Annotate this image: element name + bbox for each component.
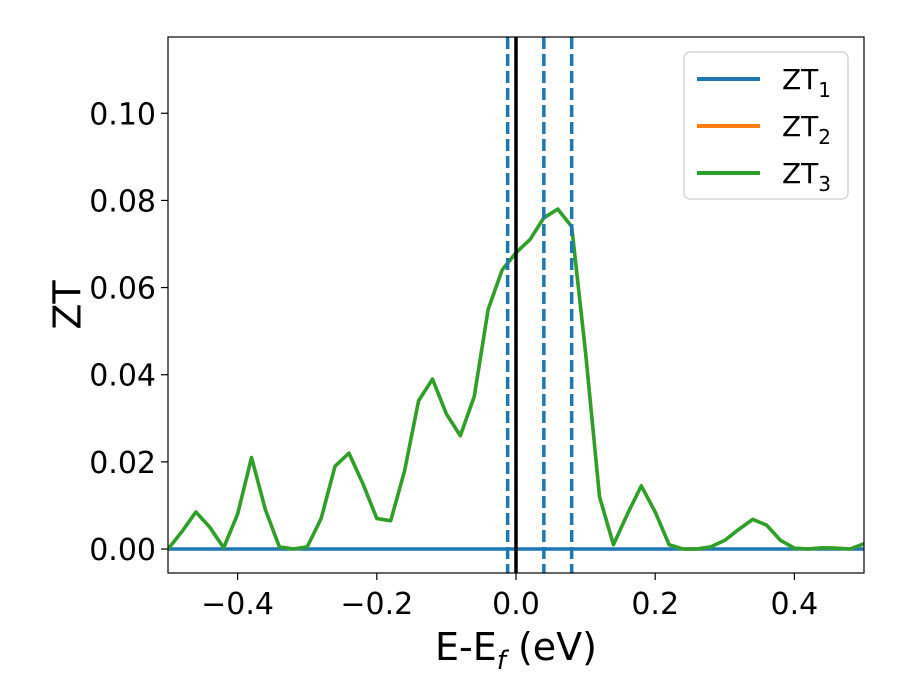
y-axis-title: ZT — [45, 280, 89, 330]
x-axis: −0.4 −0.2 0.0 0.2 0.4 — [201, 573, 818, 622]
y-axis: 0.00 0.02 0.04 0.06 0.08 0.10 — [89, 97, 168, 568]
x-tick-label: −0.4 — [201, 587, 274, 622]
legend-label: ZT1 — [782, 63, 831, 102]
y-tick-label: 0.06 — [89, 272, 156, 307]
x-axis-title-main: E-E — [435, 625, 497, 669]
y-tick-label: 0.02 — [89, 446, 156, 481]
legend-label: ZT3 — [782, 157, 831, 196]
y-tick-label: 0.04 — [89, 359, 156, 394]
legend-box — [683, 51, 849, 200]
x-axis-title-unit: (eV) — [506, 625, 597, 669]
x-tick-label: 0.4 — [771, 587, 819, 622]
plot-area — [168, 37, 864, 573]
x-tick-label: 0.2 — [631, 587, 679, 622]
y-tick-label: 0.10 — [89, 97, 156, 132]
y-tick-label: 0.00 — [89, 533, 156, 568]
x-tick-label: 0.0 — [492, 587, 540, 622]
legend: ZT1 ZT2 ZT3 — [683, 51, 849, 200]
x-axis-title: E-Ef (eV) — [435, 625, 597, 676]
legend-label: ZT2 — [782, 110, 831, 149]
x-tick-label: −0.2 — [340, 587, 413, 622]
y-tick-label: 0.08 — [89, 184, 156, 219]
